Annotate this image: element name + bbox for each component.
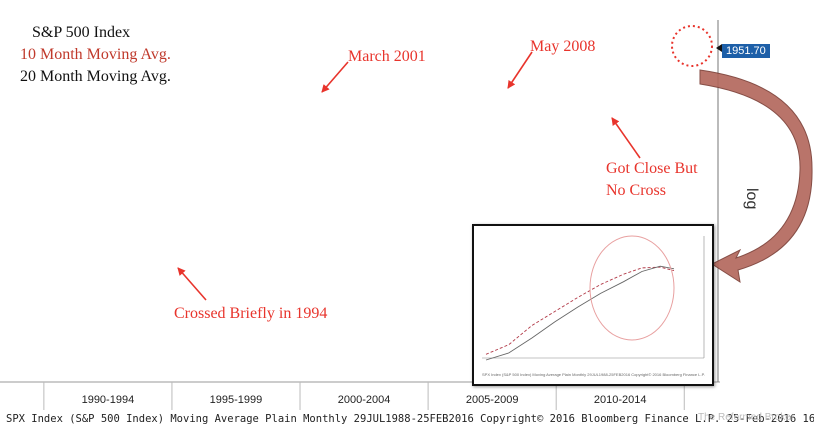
- y-axis-label: log: [743, 188, 760, 210]
- arrow-march-2001: [321, 61, 349, 93]
- inset-caption: SPX Index (S&P 500 Index) Moving Average…: [482, 372, 705, 377]
- watermark: The Reformed Broker: [698, 412, 795, 423]
- annotation-got-close: Got Close But: [606, 160, 698, 177]
- annotation-no-cross: No Cross: [606, 182, 667, 199]
- arrow-crossed-1994: [177, 267, 207, 301]
- footer-text: SPX Index (S&P 500 Index) Moving Average…: [6, 413, 814, 425]
- inset-series-line-1: [485, 265, 675, 361]
- chart-lines: [671, 25, 722, 67]
- inset-series-line-0: [485, 266, 675, 355]
- x-category-label-3: 2005-2009: [465, 394, 519, 406]
- arrow-may-2008: [507, 51, 533, 89]
- chart-title: S&P 500 Index: [32, 24, 131, 41]
- large-curved-arrow: [699, 69, 813, 284]
- legend-ma10: 10 Month Moving Avg.: [20, 46, 171, 63]
- inset-svg: [482, 235, 705, 361]
- highlight-circle: [671, 25, 713, 67]
- legend-ma20: 20 Month Moving Avg.: [20, 68, 171, 85]
- legend: S&P 500 Index 10 Month Moving Avg. 20 Mo…: [20, 22, 171, 88]
- arrow-got-close: [611, 117, 641, 159]
- x-category-label-1: 1995-1999: [209, 394, 263, 406]
- annotation-crossed-1994: Crossed Briefly in 1994: [174, 305, 328, 322]
- x-category-label-2: 2000-2004: [337, 394, 391, 406]
- x-category-label-4: 2010-2014: [593, 394, 647, 406]
- inset-chart: SPX Index (S&P 500 Index) Moving Average…: [472, 224, 714, 386]
- annotation-arrows: [177, 51, 813, 301]
- inset-highlight-circle: [589, 235, 675, 341]
- annotation-march-2001: March 2001: [348, 48, 426, 65]
- current-value-badge: 1951.70: [722, 44, 770, 58]
- annotation-may-2008: May 2008: [530, 38, 596, 55]
- x-category-label-0: 1990-1994: [81, 394, 135, 406]
- current-value-pointer: [716, 44, 722, 52]
